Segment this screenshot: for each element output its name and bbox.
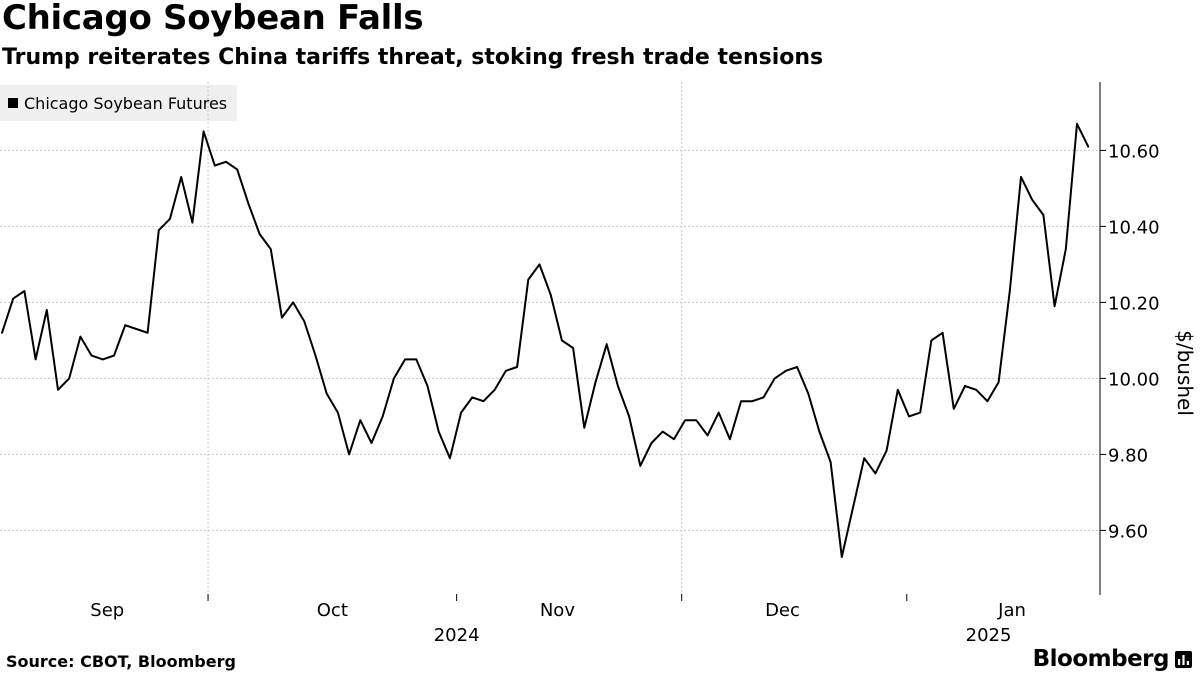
chart-subtitle: Trump reiterates China tariffs threat, s… — [2, 45, 824, 70]
x-year-label: 2024 — [434, 625, 480, 646]
chart-title: Chicago Soybean Falls — [2, 0, 424, 38]
bloomberg-logo: Bloomberg — [1033, 646, 1192, 672]
x-month-label: Oct — [317, 600, 348, 621]
x-month-label: Sep — [90, 600, 124, 621]
x-year-label: 2025 — [966, 625, 1012, 646]
y-tick-label: 9.80 — [1108, 445, 1148, 466]
y-tick-label: 10.40 — [1108, 217, 1160, 238]
series-line — [1, 122, 1090, 558]
x-month-label: Dec — [765, 600, 800, 621]
legend: Chicago Soybean Futures — [0, 85, 238, 121]
series-group — [1, 122, 1090, 558]
brand-name: Bloomberg — [1032, 646, 1170, 672]
source-note: Source: CBOT, Bloomberg — [6, 652, 236, 671]
y-tick-label: 10.20 — [1108, 293, 1160, 314]
bar-chart-icon — [1175, 650, 1192, 668]
x-axis-ticks: Sep Oct Nov Dec Jan 2024 2025 — [90, 594, 1026, 646]
y-tick-label: 10.00 — [1108, 369, 1160, 390]
gridlines — [0, 82, 1100, 595]
y-axis-ticks: 9.60 9.80 10.00 10.20 10.40 10.60 — [1100, 141, 1160, 542]
x-month-label: Jan — [997, 600, 1026, 621]
legend-label: Chicago Soybean Futures — [24, 93, 228, 113]
y-tick-label: 9.60 — [1108, 521, 1148, 542]
y-tick-label: 10.60 — [1108, 141, 1160, 162]
y-axis-label: $/bushel — [1173, 330, 1197, 416]
legend-swatch — [8, 98, 18, 108]
x-month-label: Nov — [540, 600, 575, 621]
